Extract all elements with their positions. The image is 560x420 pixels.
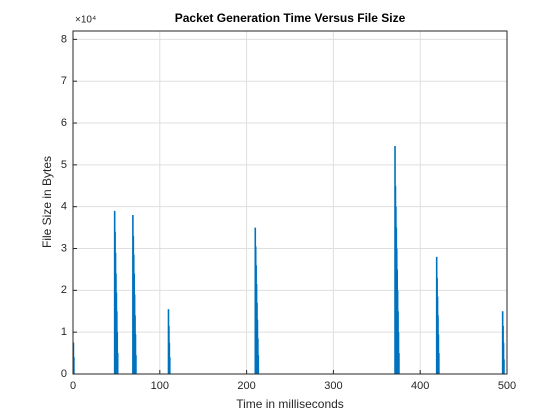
bar — [398, 353, 400, 374]
bar — [438, 353, 440, 374]
x-tick-label: 100 — [151, 380, 169, 392]
y-exponent-label: ×10⁴ — [75, 15, 96, 26]
y-tick-label: 6 — [61, 117, 67, 129]
y-tick-label: 1 — [61, 326, 67, 338]
x-tick-label: 200 — [237, 380, 255, 392]
bar — [168, 357, 171, 374]
y-tick-label: 2 — [61, 284, 67, 296]
bar — [257, 355, 260, 374]
bar — [134, 334, 137, 374]
bar — [73, 357, 75, 374]
bar — [135, 355, 137, 374]
bar — [503, 359, 505, 374]
x-tick-label: 0 — [70, 380, 76, 392]
x-tick-label: 300 — [324, 380, 342, 392]
x-tick-label: 400 — [411, 380, 429, 392]
x-tick-label: 500 — [498, 380, 516, 392]
axes-box — [72, 30, 508, 375]
x-axis-label: Time in milliseconds — [236, 397, 344, 411]
y-tick-label: 3 — [61, 242, 67, 254]
y-axis-label: File Size in Bytes — [40, 156, 54, 248]
bar — [502, 342, 505, 374]
y-tick-label: 5 — [61, 159, 67, 171]
y-tick-label: 4 — [61, 201, 67, 213]
chart-title: Packet Generation Time Versus File Size — [175, 11, 406, 25]
plot-area — [73, 31, 507, 374]
y-tick-label: 8 — [61, 33, 67, 45]
bars — [72, 146, 505, 374]
bar — [116, 353, 119, 374]
y-tick-label: 7 — [61, 75, 67, 87]
y-tick-label: 0 — [61, 368, 67, 380]
